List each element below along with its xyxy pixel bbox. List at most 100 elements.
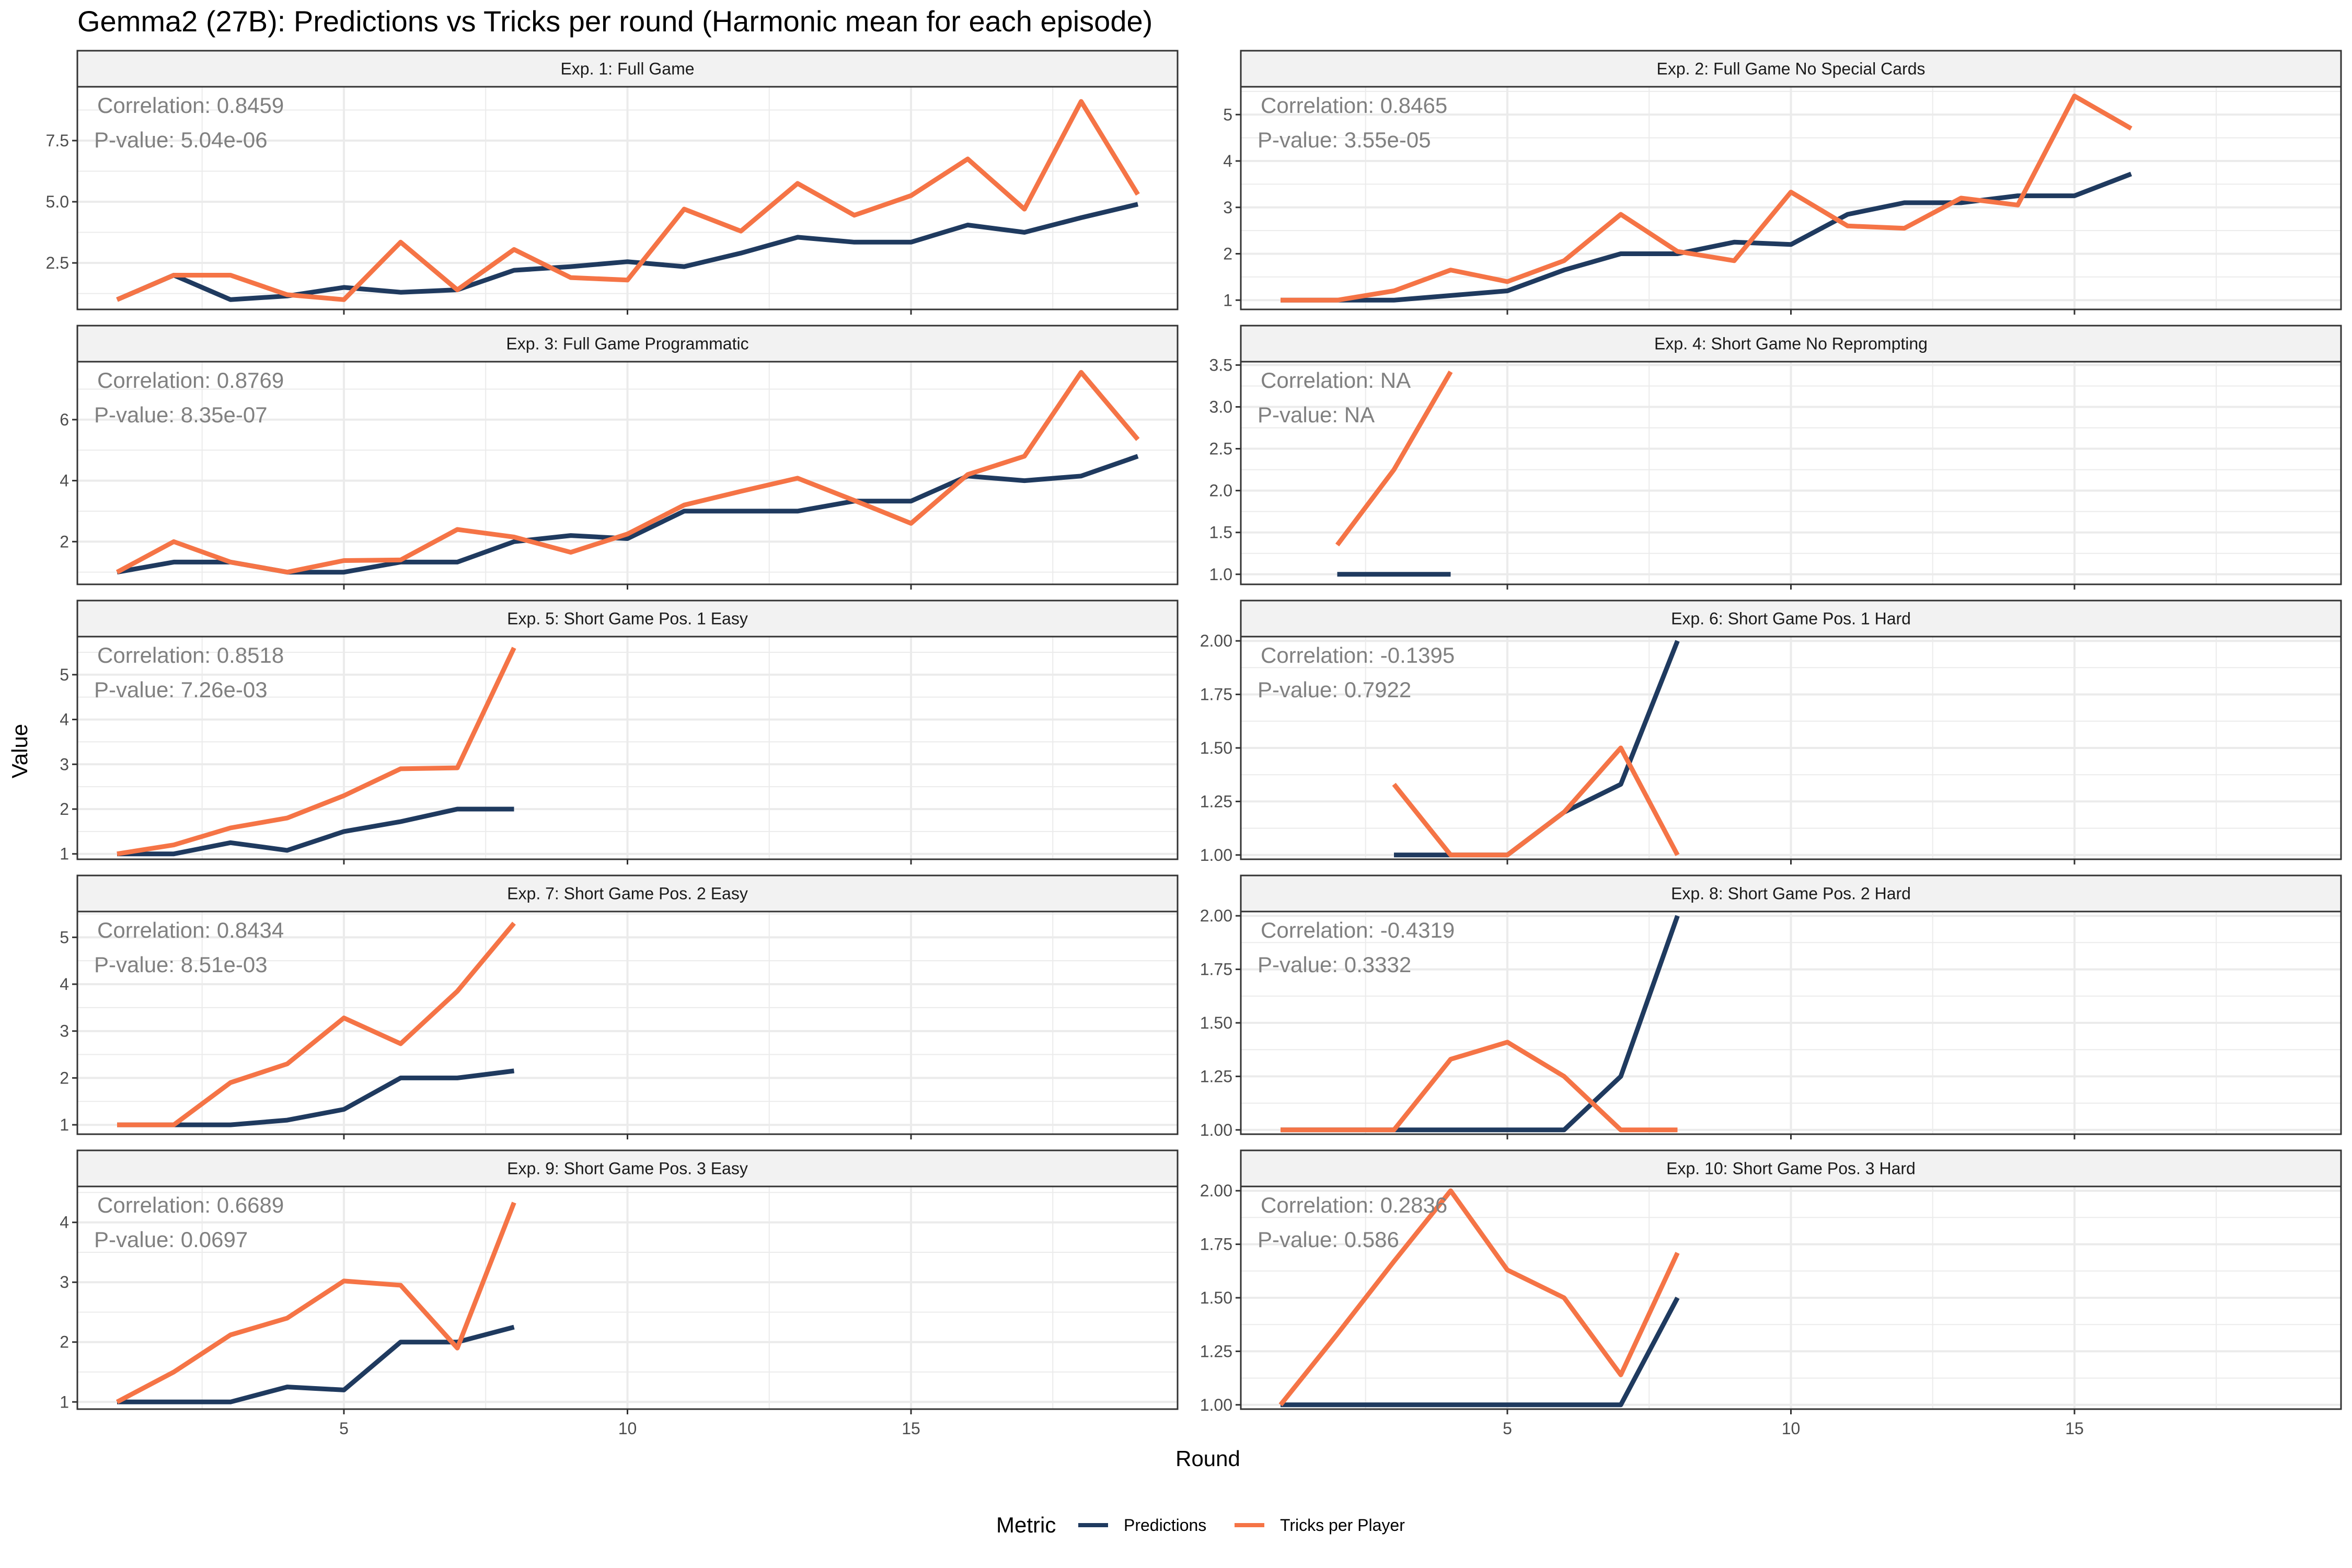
panel-8: Exp. 8: Short Game Pos. 2 Hard 1.00 1.25 1.…	[1200, 874, 2342, 1139]
panel-3: Exp. 3: Full Game Programmatic 2 4 6 Correla…	[60, 325, 1179, 590]
y-tick-label: 1	[60, 845, 69, 863]
chart-title: Gemma2 (27B): Predictions vs Tricks per …	[77, 5, 1152, 38]
y-tick-label: 4	[1223, 152, 1232, 170]
y-tick-label: 1	[60, 1392, 69, 1411]
y-tick-label: 1.25	[1200, 792, 1232, 811]
y-tick-label: 1.50	[1200, 1288, 1232, 1307]
legend-label-predictions: Predictions	[1124, 1516, 1206, 1535]
panel-strip-label: Exp. 3: Full Game Programmatic	[506, 335, 748, 353]
y-tick-label: 2	[60, 532, 69, 551]
y-tick-label: 3.0	[1209, 397, 1232, 416]
correlation-annotation: Correlation: 0.8518	[97, 643, 284, 667]
y-tick-label: 1.00	[1200, 846, 1232, 864]
y-tick-label: 5.0	[46, 192, 69, 211]
panel-strip-label: Exp. 4: Short Game No Reprompting	[1654, 335, 1928, 353]
y-tick-label: 2.00	[1200, 1181, 1232, 1200]
panel-strip	[76, 599, 1179, 638]
panel-4: Exp. 4: Short Game No Reprompting 1.0 1.5 2…	[1209, 325, 2342, 590]
y-tick-label: 1.75	[1200, 960, 1232, 979]
y-tick-label: 1.25	[1200, 1067, 1232, 1086]
panel-5: Exp. 5: Short Game Pos. 1 Easy 1 2 3 4 5 Corre…	[60, 599, 1179, 864]
panel-2: Exp. 2: Full Game No Special Cards 1 2 3 4 5 C…	[1223, 50, 2342, 315]
correlation-annotation: Correlation: 0.6689	[97, 1193, 284, 1217]
y-tick-label: 2.5	[1209, 440, 1232, 458]
pvalue-annotation: P-value: 5.04e-06	[94, 128, 268, 152]
y-tick-label: 1	[60, 1115, 69, 1134]
panel-strip	[1240, 599, 2342, 638]
series-line-tricks-per-player	[1335, 370, 1453, 547]
panel-strip	[1240, 1149, 2342, 1187]
y-tick-label: 2.00	[1200, 906, 1232, 925]
series-line-predictions	[117, 1068, 515, 1127]
y-tick-label: 2	[60, 1333, 69, 1352]
legend-label-tricks-per-player: Tricks per Player	[1280, 1516, 1405, 1535]
y-tick-label: 1.25	[1200, 1342, 1232, 1361]
panel-strip-label: Exp. 6: Short Game Pos. 1 Hard	[1671, 609, 1911, 628]
panel-strip	[76, 1149, 1179, 1187]
series-line-predictions	[117, 806, 514, 857]
pvalue-annotation: P-value: 3.55e-05	[1258, 128, 1431, 152]
y-tick-label: 2	[60, 800, 69, 818]
y-tick-label: 4	[60, 471, 69, 490]
y-tick-label: 5	[60, 665, 69, 684]
panel-1: Exp. 1: Full Game 2.5 5.0 7.5 Correlation: 0…	[46, 50, 1179, 315]
series-line-tricks-per-player	[116, 1202, 516, 1404]
correlation-annotation: Correlation: 0.2836	[1261, 1193, 1447, 1217]
correlation-annotation: Correlation: -0.4319	[1261, 918, 1455, 942]
series-line-tricks-per-player	[1281, 94, 2132, 303]
y-tick-label: 4	[60, 975, 69, 994]
panel-strip-label: Exp. 5: Short Game Pos. 1 Easy	[507, 609, 748, 628]
y-tick-label: 1.0	[1209, 565, 1232, 584]
x-tick-label: 10	[1782, 1419, 1801, 1438]
correlation-annotation: Correlation: 0.8434	[97, 918, 284, 942]
pvalue-annotation: P-value: 0.3332	[1258, 952, 1411, 977]
legend: Metric Predictions Tricks per Player	[996, 1513, 1405, 1537]
y-tick-label: 3	[60, 755, 69, 774]
panel-strip-label: Exp. 7: Short Game Pos. 2 Easy	[507, 884, 748, 903]
panel-strip-label: Exp. 10: Short Game Pos. 3 Hard	[1666, 1159, 1916, 1178]
y-tick-label: 3.5	[1209, 355, 1232, 374]
panel-strip	[76, 50, 1179, 88]
series-line-tricks-per-player	[1392, 745, 1680, 858]
correlation-annotation: Correlation: 0.8465	[1261, 93, 1447, 118]
y-tick-label: 2.00	[1200, 631, 1232, 650]
panel-6: Exp. 6: Short Game Pos. 1 Hard 1.00 1.25 1.…	[1200, 599, 2342, 864]
y-tick-label: 3	[60, 1273, 69, 1292]
panel-strip-label: Exp. 2: Full Game No Special Cards	[1657, 60, 1926, 78]
y-tick-label: 4	[60, 710, 69, 729]
x-tick-label: 10	[618, 1419, 637, 1438]
y-tick-label: 1.50	[1200, 739, 1232, 757]
y-tick-label: 2	[60, 1068, 69, 1087]
y-tick-label: 3	[60, 1022, 69, 1041]
panel-7: Exp. 7: Short Game Pos. 2 Easy 1 2 3 4 5 Corre…	[60, 874, 1179, 1139]
pvalue-annotation: P-value: 8.51e-03	[94, 952, 268, 977]
pvalue-annotation: P-value: 7.26e-03	[94, 677, 268, 702]
series-line-tricks-per-player	[117, 921, 516, 1127]
series-line-tricks-per-player	[116, 370, 1140, 575]
x-axis-title: Round	[1175, 1446, 1240, 1471]
pvalue-annotation: P-value: 0.586	[1258, 1227, 1399, 1252]
series-line-tricks-per-player	[1278, 1188, 1680, 1406]
panel-strip-label: Exp. 1: Full Game	[560, 60, 694, 78]
y-tick-label: 1.5	[1209, 523, 1232, 542]
y-tick-label: 1	[1223, 291, 1232, 309]
correlation-annotation: Correlation: 0.8459	[97, 93, 284, 118]
correlation-annotation: Correlation: -0.1395	[1261, 643, 1455, 667]
pvalue-annotation: P-value: NA	[1258, 402, 1375, 427]
pvalue-annotation: P-value: 8.35e-07	[94, 402, 268, 427]
panel-strip	[76, 874, 1179, 913]
y-tick-label: 3	[1223, 198, 1232, 217]
x-tick-label: 15	[2065, 1419, 2084, 1438]
y-tick-label: 5	[60, 928, 69, 947]
y-tick-label: 1.00	[1200, 1396, 1232, 1414]
y-tick-label: 2	[1223, 245, 1232, 263]
pvalue-annotation: P-value: 0.7922	[1258, 677, 1411, 702]
panel-grid: Exp. 1: Full Game 2.5 5.0 7.5 Correlation: 0…	[46, 50, 2342, 1438]
panel-strip	[1240, 874, 2342, 913]
x-tick-label: 15	[902, 1419, 920, 1438]
panel-9: Exp. 9: Short Game Pos. 3 Easy 1 2 3 4 5 10 15 C…	[60, 1149, 1179, 1438]
y-tick-label: 1.75	[1200, 685, 1232, 704]
panel-strip-label: Exp. 8: Short Game Pos. 2 Hard	[1671, 884, 1911, 903]
panel-strip	[1240, 50, 2342, 88]
